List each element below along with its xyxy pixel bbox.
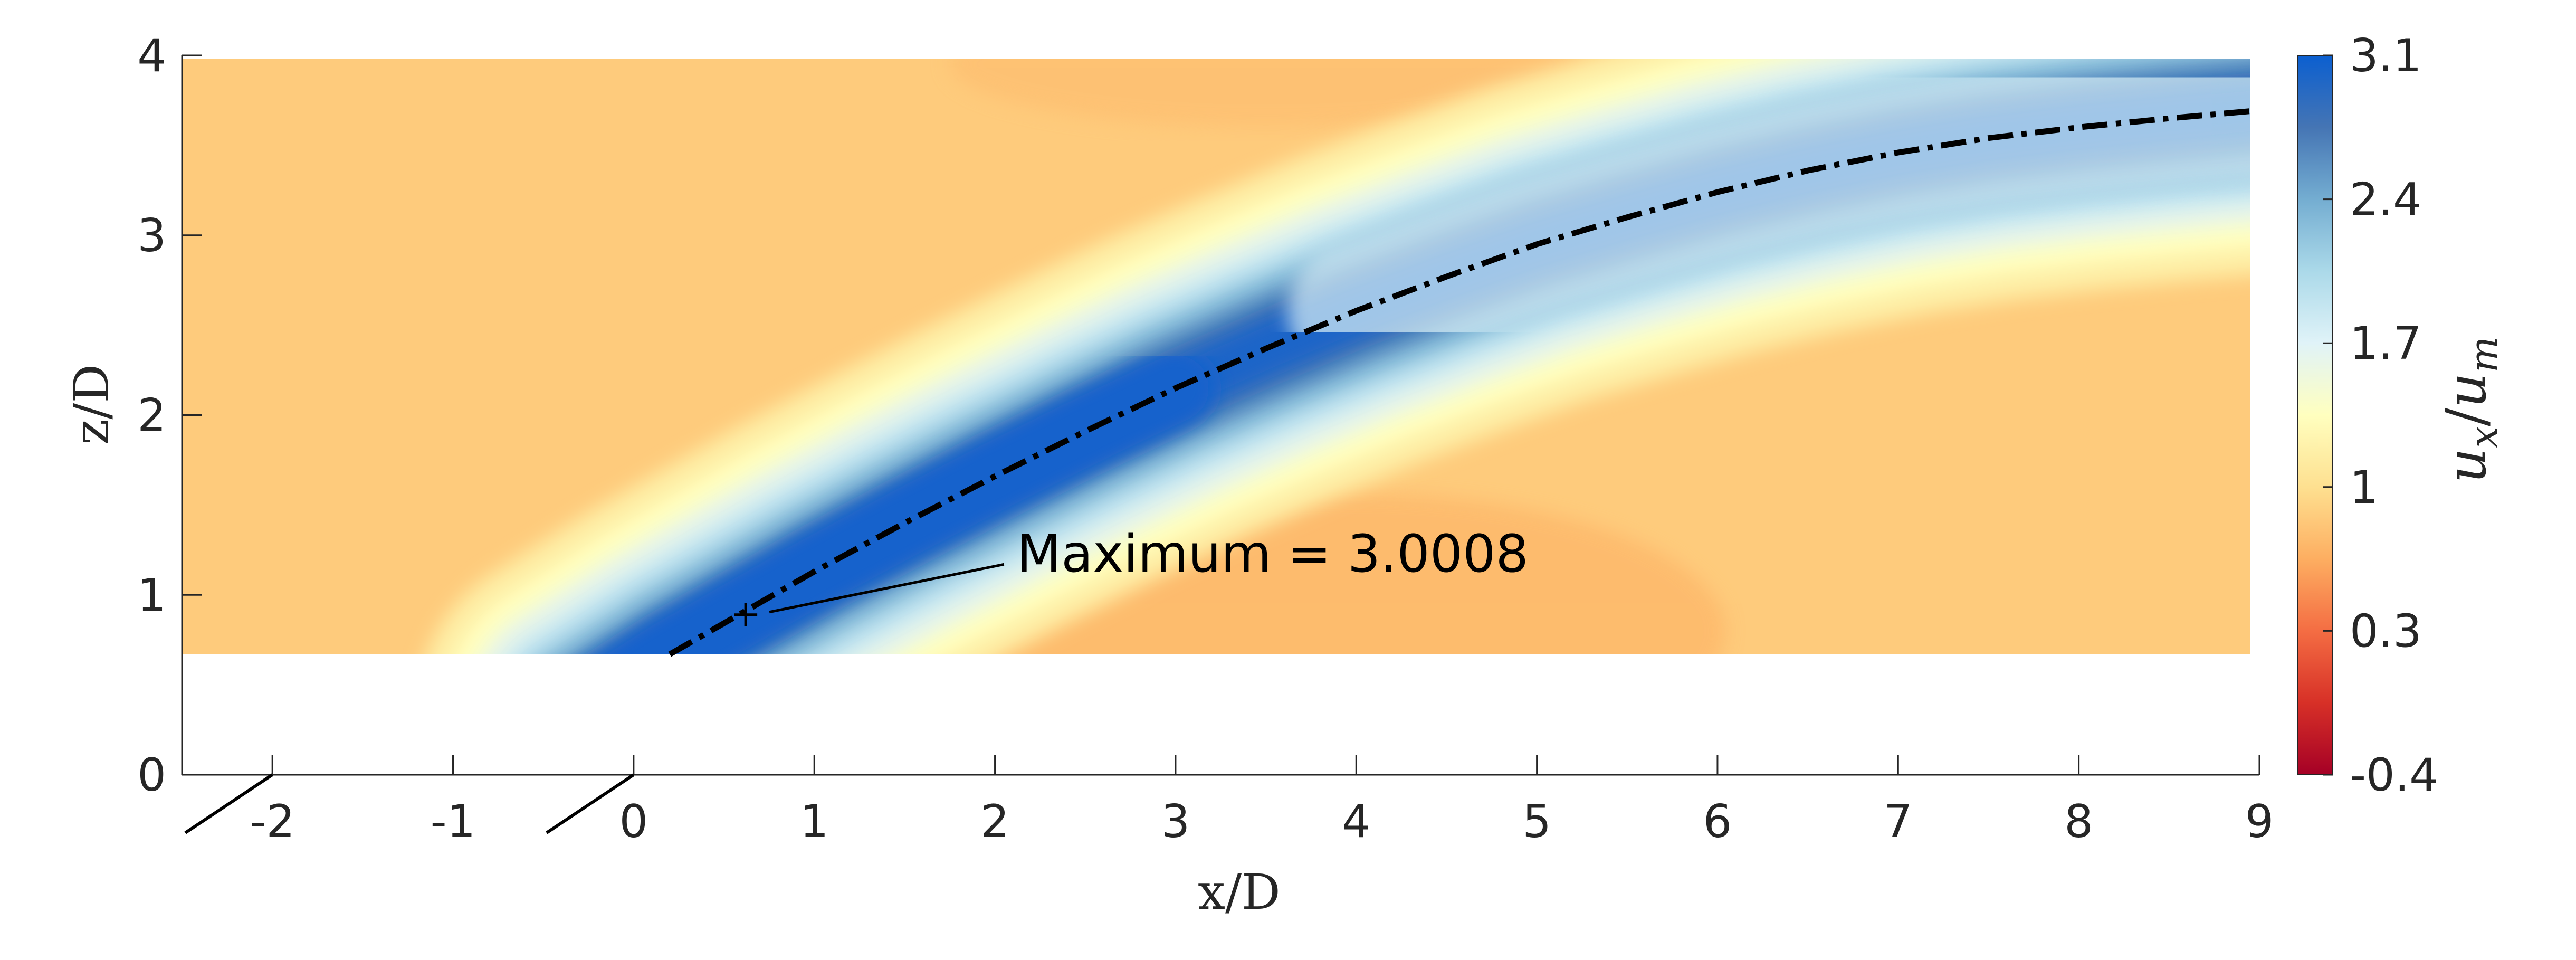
jet-trajectory: [668, 108, 2251, 657]
velocity-field: [182, 59, 2250, 654]
x-tick-label: 9: [2245, 795, 2274, 848]
x-tick-label: 0: [619, 795, 648, 848]
x-tick-label: 1: [800, 795, 829, 848]
colorbar: 3.1 2.4 1.7 1 0.3 -0.4: [2297, 30, 2438, 802]
x-tick-label: 3: [1161, 795, 1190, 848]
upper-region: [949, 59, 1582, 128]
x-tick-label: -2: [250, 795, 295, 848]
x-tick-label: 7: [1884, 795, 1913, 848]
colorbar-tick-label: 0.3: [2350, 605, 2422, 658]
y-tick-label: 1: [137, 569, 166, 622]
y-tick-label: 0: [137, 749, 166, 802]
y-tick-label: 4: [137, 30, 166, 82]
colorbar-title: ux/um: [2434, 337, 2506, 483]
maximum-annotation-text: Maximum = 3.0008: [1017, 524, 1529, 584]
annotation-leader-line: [769, 563, 1005, 614]
x-tick-label: 2: [980, 795, 1009, 848]
maximum-annotation: Maximum = 3.0008: [769, 524, 1529, 614]
x-tick-label: 8: [2064, 795, 2093, 848]
y-axis-title: z/D: [63, 364, 120, 445]
y-tick-label: 3: [137, 210, 166, 262]
x-tick-label: 5: [1522, 795, 1551, 848]
y-tick-label: 2: [137, 389, 166, 442]
x-tick-label: 6: [1703, 795, 1732, 848]
colorbar-tick-label: 2.4: [2350, 174, 2422, 226]
colorbar-tick-label: 3.1: [2350, 30, 2422, 82]
axis-break-mark: [546, 773, 635, 834]
tick-labels: -2 -1 0 1 2 3 4 5 6 7 8 9 0 1 2 3 4: [137, 30, 2274, 848]
axis-break-mark: [184, 773, 273, 834]
x-tick-label: 4: [1342, 795, 1371, 848]
x-axis-title: x/D: [1198, 864, 1281, 920]
colorbar-tick-label: -0.4: [2350, 749, 2438, 802]
colorbar-tick-label: 1.7: [2350, 317, 2422, 370]
colorbar-tick-label: 1: [2350, 461, 2379, 514]
colorbar-gradient: [2297, 55, 2333, 775]
x-tick-label: -1: [431, 795, 476, 848]
trajectory-line: [668, 108, 2251, 657]
